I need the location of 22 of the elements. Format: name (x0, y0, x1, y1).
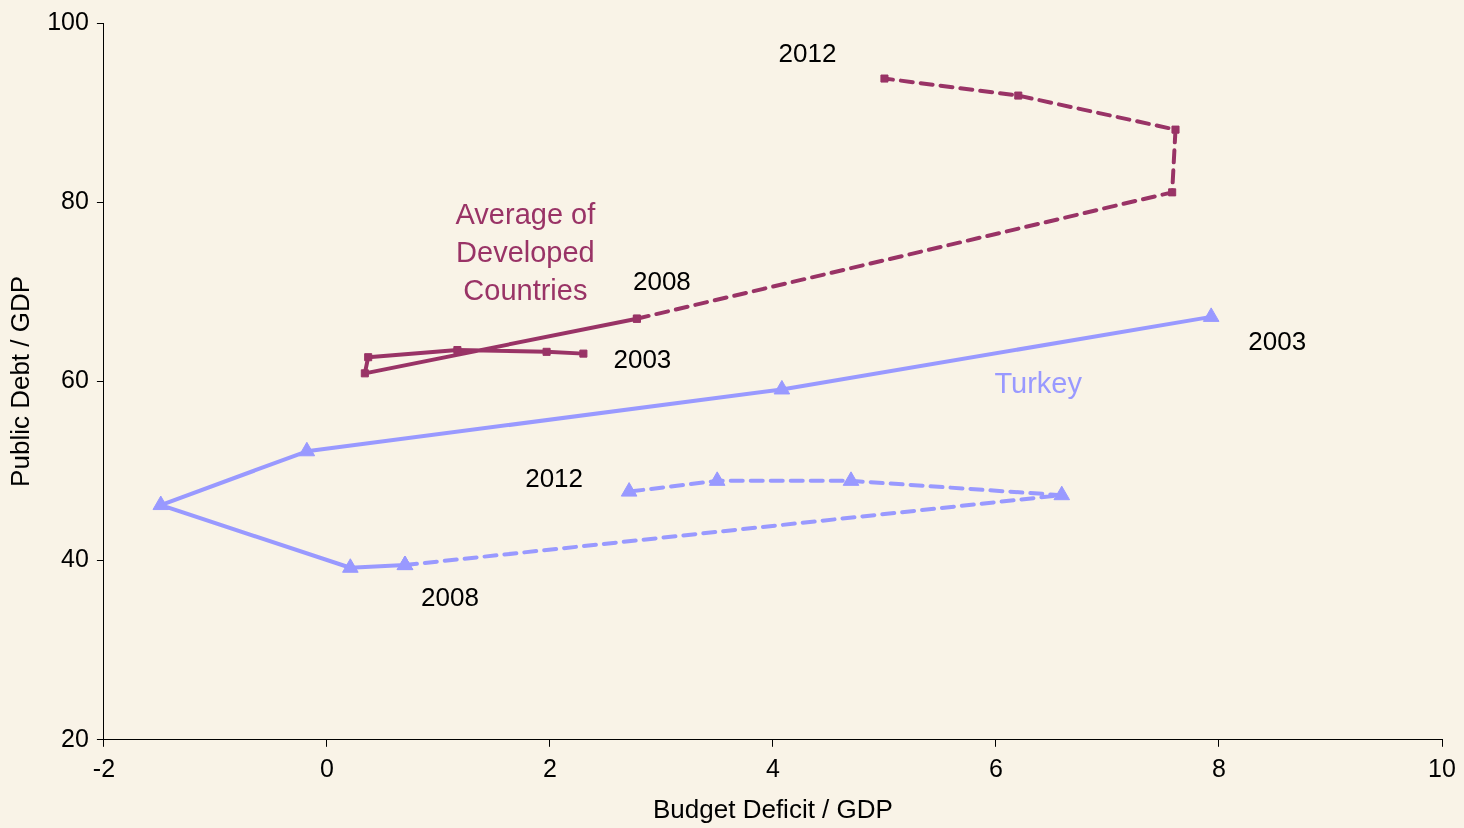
x-tick-label: 8 (1212, 753, 1226, 782)
annotation: 2003 (613, 343, 672, 374)
x-tick-label: 10 (1428, 753, 1456, 782)
y-tick-label: 80 (61, 186, 89, 215)
series-label: Turkey (994, 366, 1083, 399)
x-tick-label: -2 (92, 753, 116, 782)
annotation: 2012 (778, 37, 837, 68)
y-axis-title: Public Debt / GDP (4, 275, 35, 487)
x-tick-label: 6 (989, 753, 1003, 782)
x-axis-title: Budget Deficit / GDP (653, 793, 893, 824)
y-tick-label: 60 (61, 365, 89, 394)
annotation: 2012 (525, 462, 584, 493)
y-tick-label: 20 (61, 723, 89, 752)
annotation: 2003 (1248, 326, 1307, 357)
x-tick-label: 2 (542, 753, 557, 782)
y-tick-label: 100 (47, 6, 89, 35)
x-tick-label: 4 (766, 753, 780, 782)
y-tick-label: 40 (61, 544, 89, 573)
annotation: 2008 (632, 265, 691, 296)
series-label: Average of Developed Countries (455, 197, 597, 306)
x-tick-label: 0 (319, 753, 334, 782)
annotation: 2008 (421, 582, 479, 613)
